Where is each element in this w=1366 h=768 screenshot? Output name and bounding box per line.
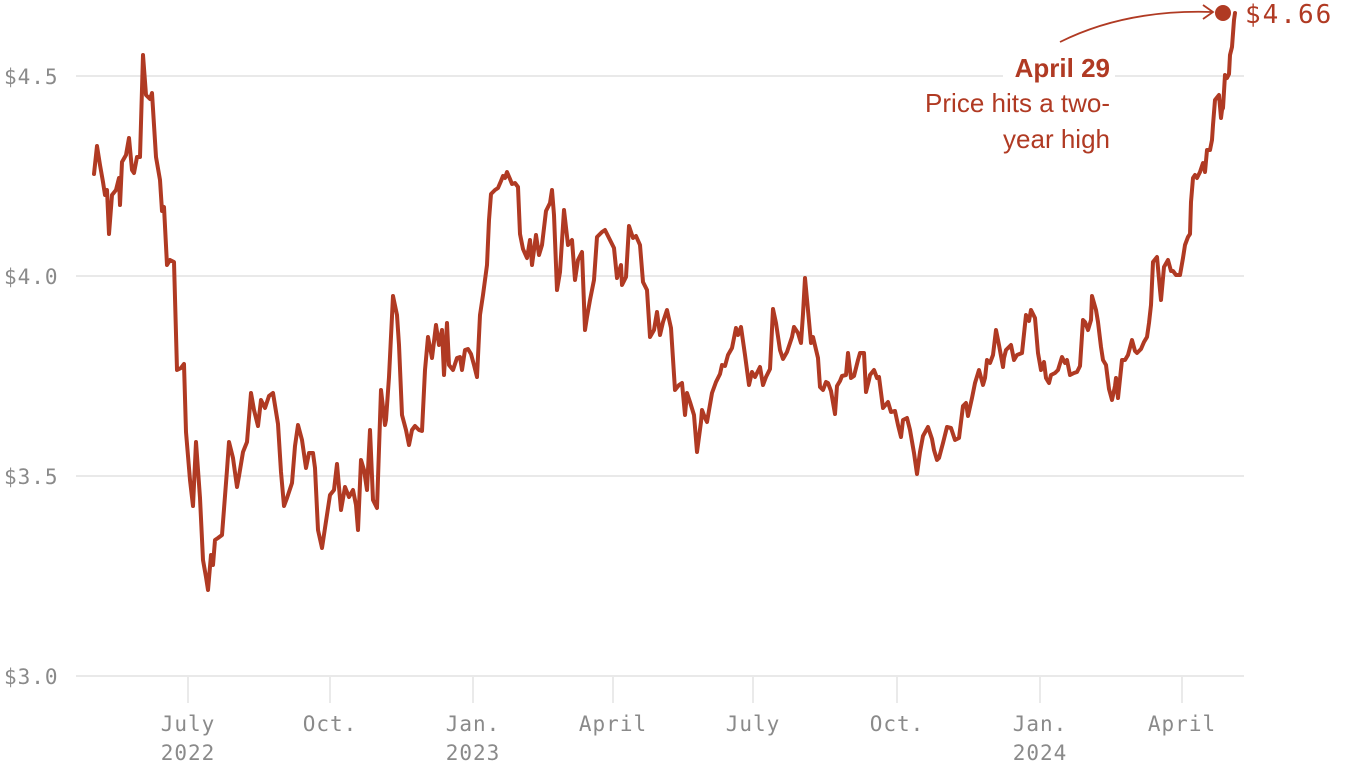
x-label-year-2023: 2023 [446,741,501,765]
price-line [92,11,1237,592]
x-label-july-2023: July [726,712,781,736]
annotation-line-1: Price hits a two- [925,88,1110,118]
x-label-year-2024: 2024 [1013,741,1068,765]
x-tick-marks [187,677,1183,703]
y-label-4.0: $4.0 [4,265,59,289]
last-value-label: $4.66 [1245,0,1333,30]
x-label-july-2022: July [161,712,216,736]
last-value-marker [1215,5,1231,21]
x-label-jan-2024: Jan. [1013,712,1068,736]
y-label-3.0: $3.0 [4,665,59,689]
x-label-year-2022: 2022 [161,741,216,765]
x-label-jan-2023: Jan. [446,712,501,736]
annotation-arrow [1059,10,1213,43]
x-label-oct-2023: Oct. [870,712,925,736]
y-axis-labels: $4.5 $4.0 $3.5 $3.0 [4,65,59,689]
y-label-3.5: $3.5 [4,465,59,489]
x-axis-labels: July 2022 Oct. Jan. 2023 April July Oct.… [161,712,1216,765]
x-label-oct-2022: Oct. [303,712,358,736]
y-label-4.5: $4.5 [4,65,59,89]
annotation-line-2: year high [1003,124,1110,154]
annotation: April 29 Price hits a two- year high [925,4,1215,154]
arrow-head-icon [1202,4,1215,20]
x-label-april-2024: April [1148,712,1216,736]
x-label-april-2023: April [579,712,647,736]
annotation-date: April 29 [1015,53,1110,83]
